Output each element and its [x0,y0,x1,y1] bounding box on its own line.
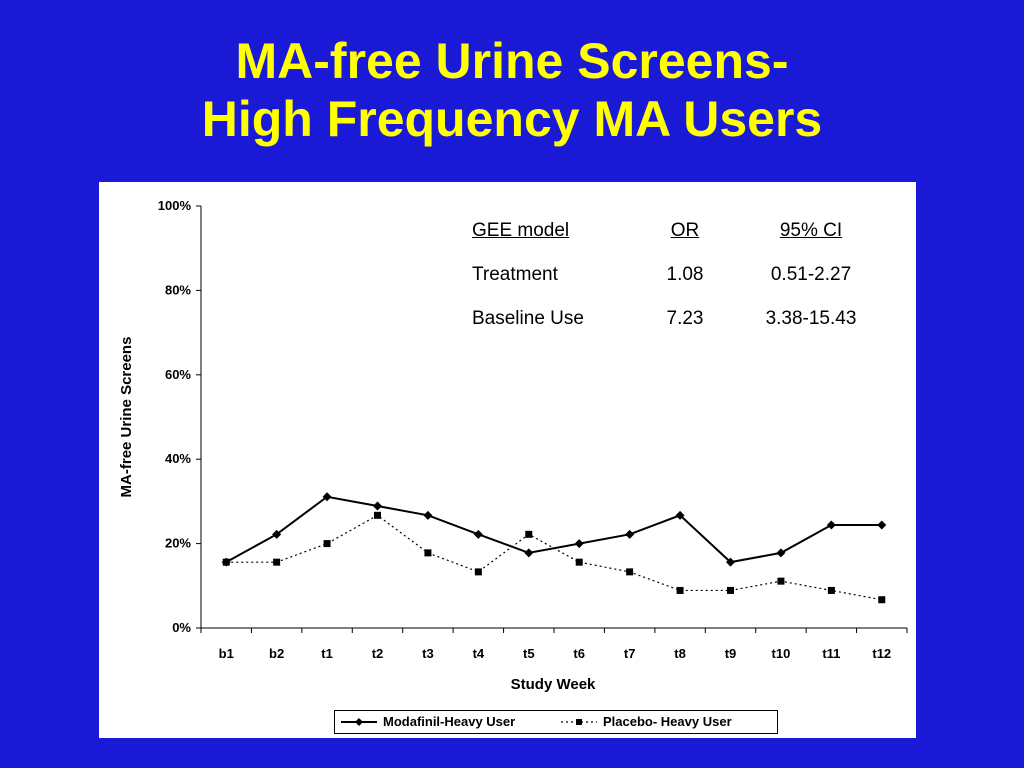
y-tick-label: 80% [165,282,191,297]
data-point-placebo [424,549,432,557]
y-axis-title: MA-free Urine Screens [118,337,135,498]
data-point-placebo [827,586,835,594]
chart-series [221,492,887,604]
data-point-modafinil [776,548,786,558]
table-cell-or: 1.08 [666,264,704,285]
x-tick-label: t1 [321,646,333,661]
x-tick-label: t6 [573,646,585,661]
data-point-modafinil [877,520,887,530]
legend-label-placebo: Placebo- Heavy User [603,714,732,729]
x-tick-label: b2 [269,646,284,661]
chart-panel: 0% 20% 40% 60% 80% 100% b1 b2 t1 t2 t3 t4 t5 t6 t7 t8 t9… [99,182,916,738]
data-point-modafinil [675,510,685,520]
table-header-model: GEE model [472,220,570,241]
table-header-or: OR [670,220,700,241]
x-tick-label: t2 [372,646,384,661]
data-point-modafinil [272,529,282,539]
table-cell-or: 7.23 [666,308,704,329]
data-point-modafinil [625,529,635,539]
x-tick-label: t3 [422,646,434,661]
x-tick-label: t7 [624,646,636,661]
data-point-placebo [525,530,533,538]
line-chart: 0% 20% 40% 60% 80% 100% b1 b2 t1 t2 t3 t4 t5 t6 t7 t8 t9… [118,198,908,693]
data-point-modafinil [726,557,735,567]
data-point-modafinil [423,510,433,520]
data-point-modafinil [322,492,332,502]
data-point-placebo [575,558,583,566]
y-tick-label: 20% [165,536,191,551]
data-point-placebo [222,558,230,566]
table-cell-label: Treatment [472,264,558,285]
y-tick-label: 60% [165,367,191,382]
x-tick-label: t4 [473,646,485,661]
x-tick-label: t12 [872,646,891,661]
data-point-placebo [323,540,331,548]
data-point-placebo [676,586,684,594]
series-line-placebo [226,514,882,601]
slide-title-line-1: MA-free Urine Screens- [235,33,789,89]
x-tick-label: t10 [772,646,791,661]
x-tick-label: t8 [674,646,686,661]
x-tick-label: t9 [725,646,737,661]
chart-legend: Modafinil-Heavy User Placebo- Heavy User [334,710,778,734]
legend-swatch-placebo [561,719,597,725]
data-point-modafinil [826,520,836,530]
x-tick-label: t5 [523,646,535,661]
data-point-modafinil [473,529,483,539]
x-axis-title: Study Week [511,676,596,693]
chart-axes: 0% 20% 40% 60% 80% 100% b1 b2 t1 t2 t3 t4 t5 t6 t7 t8 t9… [158,198,908,661]
x-tick-label: b1 [219,646,234,661]
data-point-placebo [626,568,634,576]
y-tick-label: 0% [172,620,191,635]
y-tick-label: 100% [158,198,192,213]
legend-label-modafinil: Modafinil-Heavy User [383,714,516,729]
data-point-placebo [878,596,886,604]
data-point-modafinil [524,548,534,558]
y-tick-label: 40% [165,451,191,466]
slide-title-line-2: High Frequency MA Users [201,91,823,147]
legend-swatch-modafinil [341,718,377,726]
data-point-modafinil [373,501,382,511]
table-cell-label: Baseline Use [472,308,584,329]
data-point-placebo [374,511,381,519]
table-cell-ci: 3.38-15.43 [765,308,857,329]
x-tick-label: t11 [822,646,840,661]
table-cell-ci: 0.51-2.27 [770,264,852,285]
data-point-placebo [474,568,482,576]
table-header-ci: 95% CI [779,220,843,241]
data-point-placebo [777,577,785,585]
data-point-placebo [273,558,281,566]
slide-title: MA-free Urine Screens- High Frequency MA… [0,32,1024,148]
data-point-modafinil [574,539,584,549]
data-point-placebo [727,586,734,594]
